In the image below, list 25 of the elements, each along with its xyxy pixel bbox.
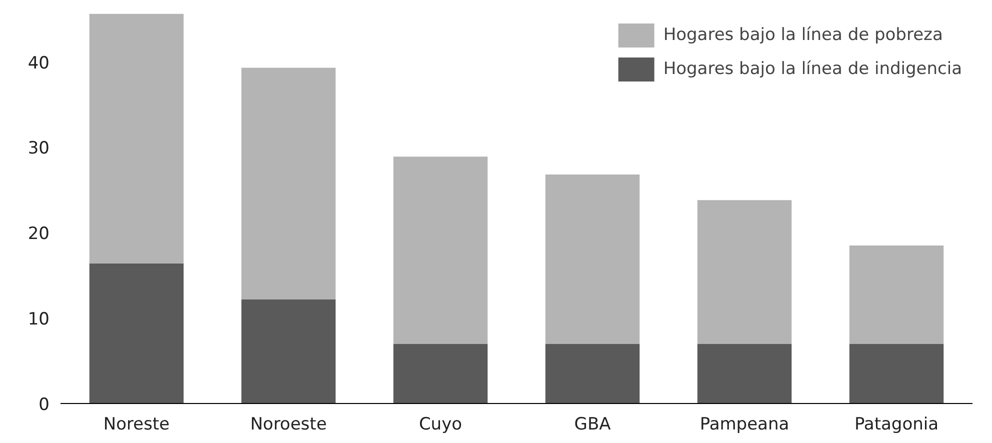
bar xyxy=(393,344,488,404)
x-tick-label: Pampeana xyxy=(700,414,790,434)
legend-label: Hogares bajo la línea de indigencia xyxy=(663,59,962,79)
bar xyxy=(545,174,640,344)
x-tick-label: Noroeste xyxy=(250,414,327,434)
bar xyxy=(241,68,336,300)
bar xyxy=(89,14,184,264)
y-tick-label: 30 xyxy=(28,138,50,159)
x-tick-label: Noreste xyxy=(103,414,170,434)
bar xyxy=(393,156,488,344)
bar xyxy=(849,344,944,404)
y-tick-label: 10 xyxy=(28,310,50,330)
bar xyxy=(697,344,792,404)
bar xyxy=(89,263,184,404)
bar xyxy=(545,344,640,404)
x-tick-label: Patagonia xyxy=(854,414,939,434)
y-tick-label: 40 xyxy=(28,53,50,74)
bar xyxy=(849,245,944,344)
legend-label: Hogares bajo la línea de pobreza xyxy=(663,25,943,45)
y-tick-label: 20 xyxy=(28,224,50,244)
x-tick-label: GBA xyxy=(574,414,612,434)
x-tick-label: Cuyo xyxy=(418,414,462,434)
bar xyxy=(697,200,792,344)
bar xyxy=(241,299,336,404)
y-tick-label: 0 xyxy=(38,395,50,415)
